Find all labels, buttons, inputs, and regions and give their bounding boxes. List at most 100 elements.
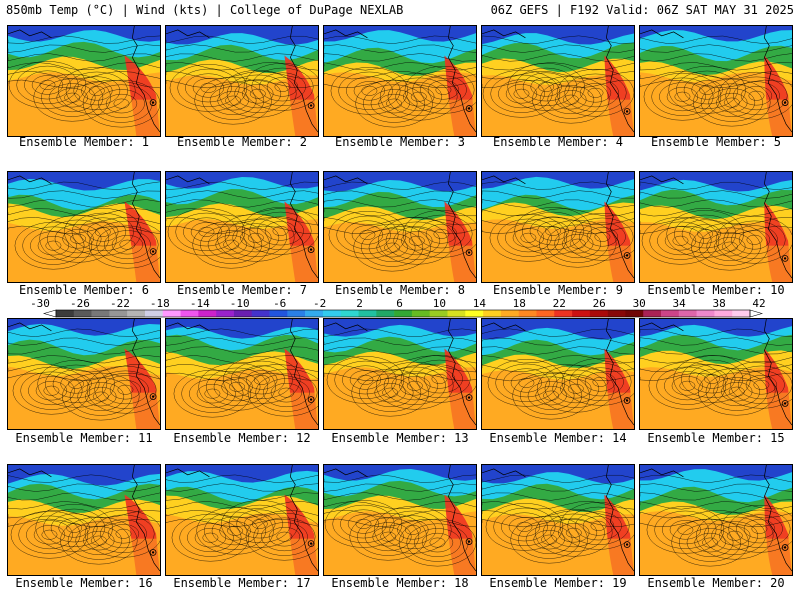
ensemble-member-label: Ensemble Member: 10 <box>647 283 785 297</box>
colorbar-swatch <box>536 310 555 317</box>
colorbar-swatch <box>661 310 680 317</box>
colorbar-swatch <box>251 310 270 317</box>
temperature-wind-map <box>324 26 476 136</box>
ensemble-member-map <box>639 25 793 137</box>
ensemble-member-label: Ensemble Member: 3 <box>334 135 466 149</box>
temperature-wind-map <box>324 172 476 282</box>
ensemble-member-map <box>323 318 477 430</box>
ensemble-member-label: Ensemble Member: 18 <box>331 576 469 590</box>
colorbar-swatch <box>56 310 75 317</box>
colorbar-swatch <box>465 310 484 317</box>
colorbar-tick-label: 2 <box>356 297 363 310</box>
colorbar-swatch <box>340 310 359 317</box>
colorbar-swatch <box>269 310 288 317</box>
ensemble-member-map <box>481 464 635 576</box>
ensemble-member-label: Ensemble Member: 12 <box>173 431 311 445</box>
ensemble-member-label: Ensemble Member: 11 <box>15 431 153 445</box>
temperature-wind-map <box>482 319 634 429</box>
colorbar-tick-label: -26 <box>70 297 90 310</box>
temperature-wind-map <box>8 26 160 136</box>
colorbar-tick-label: 14 <box>473 297 487 310</box>
colorbar-tick-label: 26 <box>593 297 606 310</box>
temperature-wind-map <box>482 172 634 282</box>
ensemble-member-map <box>323 171 477 283</box>
ensemble-member-label: Ensemble Member: 19 <box>489 576 627 590</box>
temperature-wind-map <box>8 319 160 429</box>
colorbar-swatch <box>607 310 626 317</box>
ensemble-member-label: Ensemble Member: 13 <box>331 431 469 445</box>
colorbar-tick-label: -14 <box>190 297 210 310</box>
colorbar-tick-label: -22 <box>110 297 130 310</box>
colorbar-swatch <box>376 310 395 317</box>
colorbar-swatch <box>109 310 128 317</box>
colorbar-swatch <box>643 310 662 317</box>
colorbar-tick-label: 42 <box>752 297 765 310</box>
temperature-wind-map <box>640 26 792 136</box>
colorbar-swatch <box>411 310 430 317</box>
ensemble-member-label: Ensemble Member: 16 <box>15 576 153 590</box>
temperature-wind-map <box>640 319 792 429</box>
colorbar-high-arrow <box>749 309 764 318</box>
colorbar-swatch <box>358 310 377 317</box>
ensemble-member-map <box>165 318 319 430</box>
colorbar-swatch <box>162 310 181 317</box>
colorbar-swatch <box>554 310 573 317</box>
colorbar-swatch <box>696 310 715 317</box>
ensemble-member-label: Ensemble Member: 4 <box>492 135 624 149</box>
ensemble-member-map <box>7 318 161 430</box>
temperature-wind-map <box>166 26 318 136</box>
temperature-wind-map <box>166 319 318 429</box>
run-valid-time: 06Z GEFS | F192 Valid: 06Z SAT MAY 31 20… <box>490 3 794 17</box>
ensemble-member-map <box>165 171 319 283</box>
temperature-wind-map <box>166 465 318 575</box>
colorbar-tick-label: -10 <box>230 297 250 310</box>
colorbar-tick-label: 22 <box>553 297 566 310</box>
colorbar-outline <box>55 309 751 318</box>
temperature-wind-map <box>8 172 160 282</box>
colorbar-low-arrow <box>42 309 57 318</box>
ensemble-member-map <box>639 171 793 283</box>
colorbar-swatch <box>287 310 306 317</box>
colorbar-swatch <box>572 310 591 317</box>
ensemble-member-label: Ensemble Member: 2 <box>176 135 308 149</box>
temperature-wind-map <box>166 172 318 282</box>
colorbar-swatch <box>144 310 164 317</box>
ensemble-member-label: Ensemble Member: 7 <box>176 283 308 297</box>
ensemble-member-map <box>323 464 477 576</box>
ensemble-member-label: Ensemble Member: 9 <box>492 283 624 297</box>
ensemble-member-label: Ensemble Member: 6 <box>18 283 150 297</box>
colorbar-tick-label: 10 <box>433 297 446 310</box>
colorbar-swatch <box>678 310 697 317</box>
colorbar-tick-label: -6 <box>273 297 286 310</box>
colorbar-swatch <box>180 310 199 317</box>
ensemble-member-label: Ensemble Member: 5 <box>650 135 782 149</box>
colorbar-tick-label: -2 <box>313 297 326 310</box>
colorbar-tick-label: 38 <box>712 297 725 310</box>
ensemble-member-label: Ensemble Member: 1 <box>18 135 150 149</box>
ensemble-member-map <box>165 464 319 576</box>
ensemble-member-label: Ensemble Member: 8 <box>334 283 466 297</box>
colorbar-swatch <box>127 310 146 317</box>
colorbar-swatch <box>732 310 751 317</box>
temperature-wind-map <box>324 319 476 429</box>
ensemble-member-map <box>7 464 161 576</box>
colorbar-swatch <box>394 310 413 317</box>
ensemble-member-label: Ensemble Member: 20 <box>647 576 785 590</box>
colorbar-tick-label: 18 <box>513 297 526 310</box>
colorbar-swatch <box>216 310 235 317</box>
temperature-colorbar: -30 -26 -22 -18 -14 -10 -6 -2 2 6 10 14 18 22 26 30 34 38… <box>30 297 766 318</box>
temperature-wind-map <box>8 465 160 575</box>
temperature-wind-map <box>482 465 634 575</box>
temperature-wind-map <box>640 172 792 282</box>
ensemble-member-label: Ensemble Member: 14 <box>489 431 627 445</box>
colorbar-swatch <box>73 310 92 317</box>
ensemble-member-map <box>639 464 793 576</box>
temperature-wind-map <box>640 465 792 575</box>
colorbar-swatch <box>625 310 644 317</box>
colorbar-swatch <box>447 310 466 317</box>
colorbar-swatch <box>322 310 342 317</box>
ensemble-member-map <box>481 25 635 137</box>
colorbar-swatch <box>233 310 253 317</box>
ensemble-member-map <box>165 25 319 137</box>
colorbar-swatch <box>714 310 733 317</box>
